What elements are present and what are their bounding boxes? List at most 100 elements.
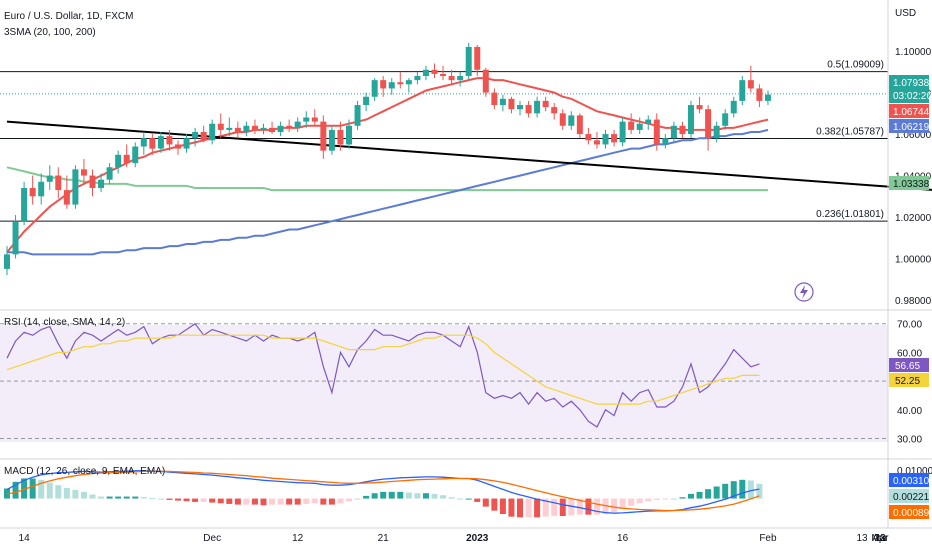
candle-3 [29, 175, 36, 205]
candle-body [149, 138, 156, 149]
candle-88 [756, 84, 763, 108]
candle-body [320, 121, 327, 151]
candle-32 [277, 121, 284, 137]
price-tick-4: 1.02000 [895, 213, 932, 224]
last-price-tag: 1.07938 03:02:26 [889, 75, 932, 103]
macd-hist-bar-24 [209, 498, 216, 503]
time-label-2: 12 [292, 533, 304, 544]
candle-body [388, 82, 395, 89]
candle-26 [226, 117, 233, 137]
candle-6 [55, 167, 62, 199]
sma200-tag: 1.03338 [889, 176, 930, 190]
candle-body [602, 134, 609, 145]
macd-hist-bar-59 [508, 498, 515, 517]
candle-body [405, 80, 412, 85]
sma200-value: 1.03338 [893, 179, 930, 190]
macd-hist-bar-45 [388, 491, 395, 499]
macd-hist-bar-68 [585, 498, 592, 515]
candle-body [491, 92, 498, 106]
macd-hist-bar-41 [354, 498, 361, 500]
macd-hist-bar-37 [320, 498, 327, 505]
lightning-icon[interactable] [794, 282, 814, 302]
macd-hist-bar-86 [739, 479, 746, 499]
candle-12 [106, 163, 113, 184]
macd-hist-bar-21 [183, 498, 190, 502]
candle-57 [491, 88, 498, 110]
candle-16 [140, 132, 147, 155]
macd-line-1 [6, 470, 760, 512]
candle-85 [730, 96, 737, 118]
sma100-tag: 1.06219 [889, 119, 930, 133]
sma100-series [7, 128, 769, 256]
macd-hist-bar-65 [559, 498, 566, 517]
candle-body [46, 175, 53, 182]
macd-hist-bar-69 [593, 498, 600, 515]
candle-body [328, 129, 335, 151]
candle-body [132, 146, 139, 164]
candle-71 [611, 129, 618, 147]
candle-49 [422, 65, 429, 81]
candle-22 [192, 127, 199, 147]
candle-35 [303, 111, 310, 128]
candle-38 [328, 125, 335, 155]
candle-63 [542, 96, 549, 112]
candle-44 [380, 76, 387, 97]
trendline[interactable] [6, 120, 932, 191]
macd-signal-tag: 0.00089 [889, 505, 930, 519]
macd-hist-bar-4 [38, 479, 45, 499]
candle-body [576, 115, 583, 135]
macd-hist-bar-76 [653, 498, 660, 500]
macd-hist-bar-15 [132, 496, 139, 499]
candle-28 [243, 121, 250, 137]
macd-hist-bar-17 [149, 497, 156, 499]
candle-body [568, 115, 575, 126]
candle-56 [482, 67, 489, 97]
candle-body [431, 69, 438, 74]
sma20-value: 1.06744 [893, 107, 930, 118]
macd-hist-bar-7 [63, 487, 70, 499]
price-tick-2: 1.06000 [895, 130, 932, 141]
chart-title: Euro / U.S. Dollar, 1D, FXCM [4, 11, 133, 22]
candle-body [12, 221, 19, 255]
fib-label-2: 0.236(1.01801) [816, 209, 884, 220]
candle-body [705, 109, 712, 139]
rsi-tick-3: 40.00 [897, 406, 922, 417]
candle-body [730, 100, 737, 114]
macd-hist-tag: 0.00221 [889, 489, 930, 503]
macd-hist-bar-31 [269, 498, 276, 505]
macd-hist-bar-35 [303, 498, 310, 504]
candle-body [380, 80, 387, 89]
candles [4, 42, 771, 276]
rsi-tick-0: 70.00 [897, 320, 922, 331]
macd-hist-bar-32 [277, 498, 284, 505]
candle-body [534, 100, 541, 114]
price-tick-0: 1.10000 [895, 47, 932, 58]
candle-body [277, 125, 284, 132]
macd-hist-bar-18 [157, 498, 164, 500]
macd-hist-bar-19 [166, 498, 173, 500]
macd-hist-bar-40 [346, 498, 352, 502]
macd-hist-bar-43 [371, 493, 378, 499]
macd-line-tag: 0.00310 [889, 473, 930, 487]
macd-hist-bar-2 [21, 478, 28, 499]
candle-body [123, 154, 130, 164]
candle-body [448, 76, 455, 81]
macd-hist-bar-39 [337, 498, 344, 504]
macd-hist-bar-54 [465, 498, 472, 500]
time-label-7: 13 [856, 533, 868, 544]
candle-9 [80, 158, 87, 184]
currency-label: USD [895, 8, 916, 19]
candle-body [551, 107, 558, 114]
time-label-8: Mar [871, 533, 889, 544]
candle-body [619, 121, 626, 143]
candle-46 [397, 71, 404, 89]
candle-55 [474, 44, 481, 76]
macd-hist-bar-46 [397, 491, 404, 499]
sma20-tag: 1.06744 [889, 104, 930, 118]
candle-body [80, 169, 87, 176]
macd-hist-bar-88 [756, 483, 763, 499]
candle-body [679, 125, 686, 135]
